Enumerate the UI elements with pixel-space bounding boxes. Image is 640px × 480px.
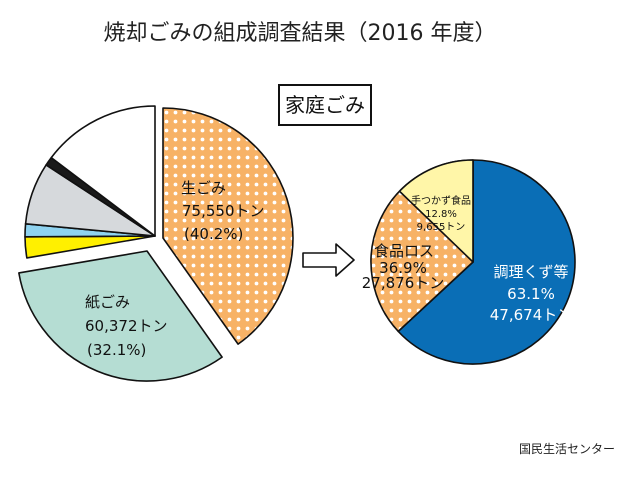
chart-title: 焼却ごみの組成調査結果（2016 年度） — [104, 21, 497, 46]
label-shokuhinloss-percent: 36.9% — [379, 259, 427, 277]
label-kamigomi-amount: 60,372トン — [85, 317, 168, 335]
pie-household-labels: 調理くず等 63.1% 47,674トン 食品ロス 36.9% 27,876トン… — [362, 194, 573, 324]
household-title-box: 家庭ごみ — [278, 84, 372, 126]
household-title: 家庭ごみ — [285, 93, 365, 117]
label-namagomi-amount: 75,550トン — [182, 202, 265, 220]
label-kamigomi-name: 紙ごみ — [85, 293, 130, 311]
label-tetsukazu-percent: 12.8% — [425, 209, 457, 220]
pie-household — [370, 159, 576, 365]
household-title-frame — [278, 84, 372, 126]
pie-incineration — [18, 105, 294, 382]
label-tetsukazu-name: 手つかず食品 — [411, 194, 471, 207]
pie1-slice-1 — [18, 250, 223, 382]
pie1-slice-6 — [50, 105, 156, 237]
label-chourikuzu-percent: 63.1% — [507, 285, 555, 303]
pie2-slice-0 — [397, 159, 576, 365]
label-namagomi-percent: (40.2%) — [184, 225, 243, 243]
arrow-right-icon — [302, 243, 355, 277]
label-shokuhinloss-name: 食品ロス — [374, 242, 434, 260]
pie1-slice-0 — [162, 107, 294, 345]
label-namagomi-name: 生ごみ — [181, 179, 226, 197]
label-shokuhinloss-amount: 27,876トン — [362, 274, 445, 292]
label-chourikuzu-amount: 47,674トン — [490, 306, 573, 324]
label-kamigomi-percent: (32.1%) — [87, 341, 146, 359]
label-chourikuzu-name: 調理くず等 — [493, 263, 568, 281]
pie-incineration-labels: 生ごみ 75,550トン (40.2%) 紙ごみ 60,372トン (32.1%… — [85, 179, 265, 359]
label-tetsukazu-amount: 9,655トン — [417, 222, 466, 233]
source-credit: 国民生活センター — [519, 442, 615, 456]
pie2-subslice-1 — [398, 159, 474, 263]
